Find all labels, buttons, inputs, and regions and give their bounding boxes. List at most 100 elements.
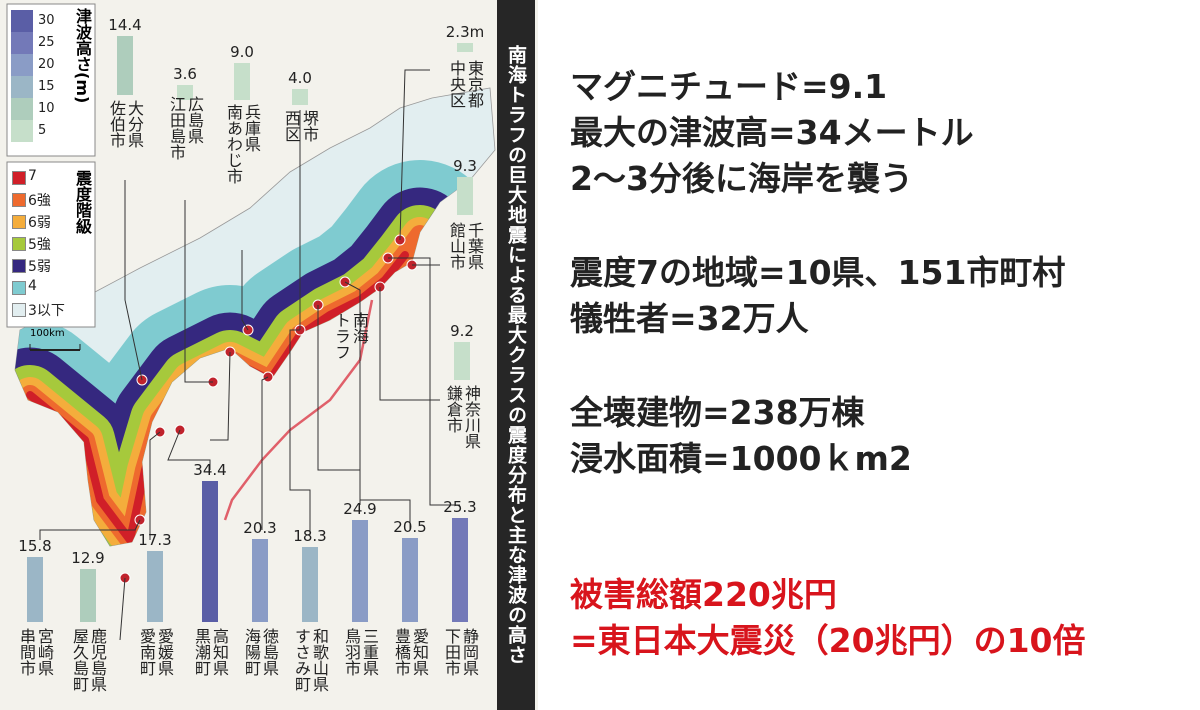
legend-label: 5弱 <box>28 259 51 275</box>
leader-lines <box>39 69 460 641</box>
legend-swatch <box>11 54 33 76</box>
legend-swatch <box>11 76 33 98</box>
city: 豊橋市 <box>392 628 411 676</box>
scale-bar <box>29 344 81 351</box>
city: 黒潮町 <box>192 628 211 676</box>
legend-label: 5 <box>38 123 47 138</box>
fact-line: 浸水面積=1000ｋm2 <box>570 439 912 478</box>
intensity-legend-title: 震度階級 <box>73 170 92 234</box>
place-name: 堺市 西区 <box>282 110 319 142</box>
place-name: 神奈川県 鎌倉市 <box>444 385 481 449</box>
place-name: 和歌山県 すさみ町 <box>292 628 329 692</box>
place-name: 三重県 鳥羽市 <box>342 628 379 676</box>
trough-text: 南海 <box>350 312 369 344</box>
tsunami-bar <box>252 538 268 622</box>
trough-label: 南海 トラフ <box>332 312 369 360</box>
fact-line: 2〜3分後に海岸を襲う <box>570 159 913 198</box>
tsunami-value: 3.6 <box>173 65 197 84</box>
tsunami-bar <box>147 551 163 622</box>
tsunami-value: 9.0 <box>230 43 254 62</box>
tsunami-legend-title: 津波高さ(m) <box>73 8 92 104</box>
city: 中央区 <box>447 60 466 108</box>
legend-label: 6強 <box>28 193 51 209</box>
legend-swatch <box>11 32 33 54</box>
tsunami-bar <box>457 176 473 215</box>
tsunami-value: 34.4 <box>193 460 227 479</box>
tsunami-value: 15.8 <box>18 537 52 556</box>
prefecture: 宮崎県 <box>35 628 54 676</box>
fact-line: マグニチュード=9.1 <box>570 67 888 106</box>
tsunami-value: 4.0 <box>288 68 312 87</box>
legend-swatch <box>12 303 26 317</box>
legend-label: 7 <box>28 168 37 184</box>
tsunami-value: 14.4 <box>108 15 142 34</box>
tsunami-value: 24.9 <box>343 499 377 518</box>
prefecture: 兵庫県 <box>242 104 261 152</box>
legend-label: 30 <box>38 13 55 28</box>
tsunami-bar <box>292 88 308 105</box>
fact-line: 犠牲者=32万人 <box>570 299 809 338</box>
legend-swatch <box>12 171 26 185</box>
legend-swatch <box>12 281 26 295</box>
tsunami-bar <box>457 42 473 52</box>
legend-swatch <box>11 98 33 120</box>
tsunami-bar <box>80 569 96 622</box>
place-name: 大分県 佐伯市 <box>107 100 144 148</box>
city: 愛南町 <box>137 628 156 676</box>
legend-label: 3以下 <box>28 303 65 319</box>
tsunami-value: 18.3 <box>293 526 327 545</box>
tsunami-bar <box>202 480 218 622</box>
city: 南あわじ市 <box>224 104 243 184</box>
prefecture: 和歌山県 <box>310 628 329 692</box>
place-name: 広島県 江田島市 <box>167 96 204 160</box>
city: 屋久島町 <box>70 628 89 692</box>
tsunami-value: 9.3 <box>453 156 477 175</box>
legend-swatch <box>11 120 33 142</box>
map-panel: 100km 津波高さ(m) 震度階級 南海 トラフ 南海トラフの巨大地震による最大… <box>0 0 538 710</box>
place-name: 愛知県 豊橋市 <box>392 628 429 676</box>
legend-swatch <box>12 259 26 273</box>
prefecture: 堺市 <box>300 110 319 142</box>
fact-line: 最大の津波高=34メートル <box>570 113 974 152</box>
place-name: 千葉県 館山市 <box>447 222 484 270</box>
city: 佐伯市 <box>107 100 126 148</box>
prefecture: 愛媛県 <box>155 628 174 676</box>
prefecture: 千葉県 <box>465 222 484 270</box>
legend-label: 20 <box>38 57 55 72</box>
legend-label: 25 <box>38 35 55 50</box>
tsunami-value: 25.3 <box>443 498 477 517</box>
legend-label: 5強 <box>28 237 51 253</box>
city: 江田島市 <box>167 96 186 160</box>
tsunami-bar <box>234 63 250 100</box>
prefecture: 東京都 <box>465 60 484 108</box>
fact-line: 震度7の地域=10県、151市町村 <box>570 253 1066 292</box>
tsunami-bar <box>402 537 418 622</box>
legend-swatch <box>12 237 26 251</box>
legend-swatch <box>12 193 26 207</box>
city: 下田市 <box>442 628 461 676</box>
tsunami-value: 17.3 <box>138 531 172 550</box>
place-name: 高知県 黒潮町 <box>192 628 229 676</box>
tsunami-bar <box>452 518 468 622</box>
legend-label: 4 <box>28 278 37 294</box>
tsunami-bar <box>302 546 318 622</box>
legend-swatch <box>11 10 33 32</box>
prefecture: 高知県 <box>210 628 229 676</box>
legend-label: 10 <box>38 101 55 116</box>
city: すさみ町 <box>292 628 311 692</box>
city: 館山市 <box>447 222 466 270</box>
place-name: 鹿児島県 屋久島町 <box>70 628 107 692</box>
place-name: 徳島県 海陽町 <box>242 628 279 676</box>
legend-label: 6弱 <box>28 215 51 231</box>
damage-line: =東日本大震災（20兆円）の10倍 <box>570 621 1086 660</box>
city: 鎌倉市 <box>444 385 463 433</box>
prefecture: 広島県 <box>185 96 204 144</box>
place-name: 愛媛県 愛南町 <box>137 628 174 676</box>
prefecture: 愛知県 <box>410 628 429 676</box>
damage-line: 被害総額220兆円 <box>570 575 837 614</box>
prefecture: 徳島県 <box>260 628 279 676</box>
place-name: 兵庫県 南あわじ市 <box>224 104 261 184</box>
legend-swatch <box>12 215 26 229</box>
tsunami-bar <box>454 342 470 380</box>
